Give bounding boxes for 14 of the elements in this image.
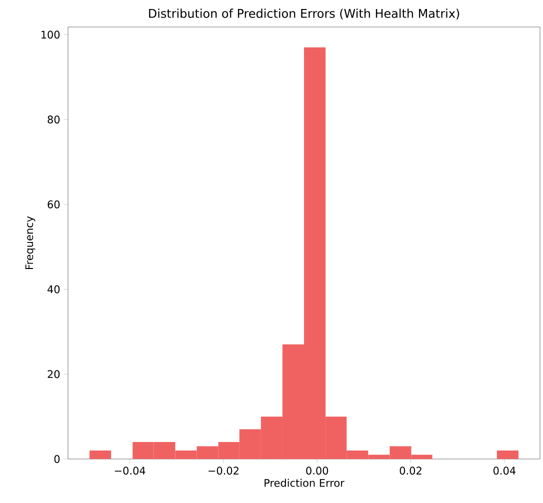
y-tick-label: 20 [48, 370, 60, 378]
chart-title: Distribution of Prediction Errors (With Health Matrix) [149, 8, 460, 20]
y-tick-label: 0 [54, 455, 60, 463]
y-tick-label: 80 [48, 116, 60, 124]
x-tick-label: 0.04 [493, 466, 516, 475]
y-tick-label: 100 [41, 30, 60, 39]
x-tick-label: 0.00 [306, 466, 328, 475]
x-tick-label: −0.04 [114, 466, 146, 475]
x-tick-label: −0.02 [208, 466, 238, 475]
x-axis-title: Prediction Error [264, 478, 344, 487]
y-tick-label: 40 [48, 285, 60, 294]
y-tick-label: 60 [48, 200, 60, 208]
x-tick-label: 0.02 [400, 466, 422, 475]
y-axis-title: Frequency [25, 216, 36, 269]
